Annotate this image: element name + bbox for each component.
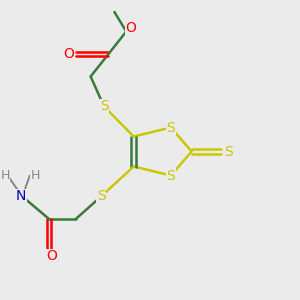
Text: N: N (16, 190, 26, 203)
Text: S: S (97, 190, 105, 203)
Text: S: S (167, 169, 175, 182)
Text: S: S (167, 121, 175, 134)
Text: S: S (224, 145, 233, 158)
Text: O: O (46, 250, 58, 263)
Text: S: S (100, 100, 108, 113)
Text: O: O (125, 22, 136, 35)
Text: H: H (1, 169, 10, 182)
Text: O: O (63, 47, 74, 61)
Text: H: H (30, 169, 40, 182)
